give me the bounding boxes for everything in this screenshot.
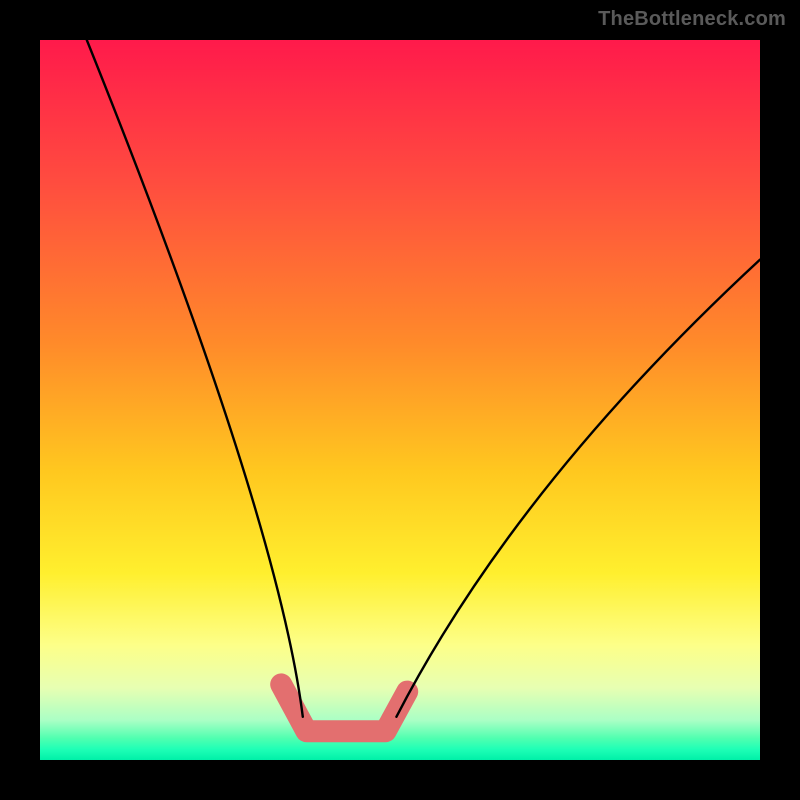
chart-svg — [0, 0, 800, 800]
gradient-plot-area — [40, 40, 760, 760]
watermark-text: TheBottleneck.com — [598, 8, 786, 31]
chart-stage: TheBottleneck.com — [0, 0, 800, 800]
